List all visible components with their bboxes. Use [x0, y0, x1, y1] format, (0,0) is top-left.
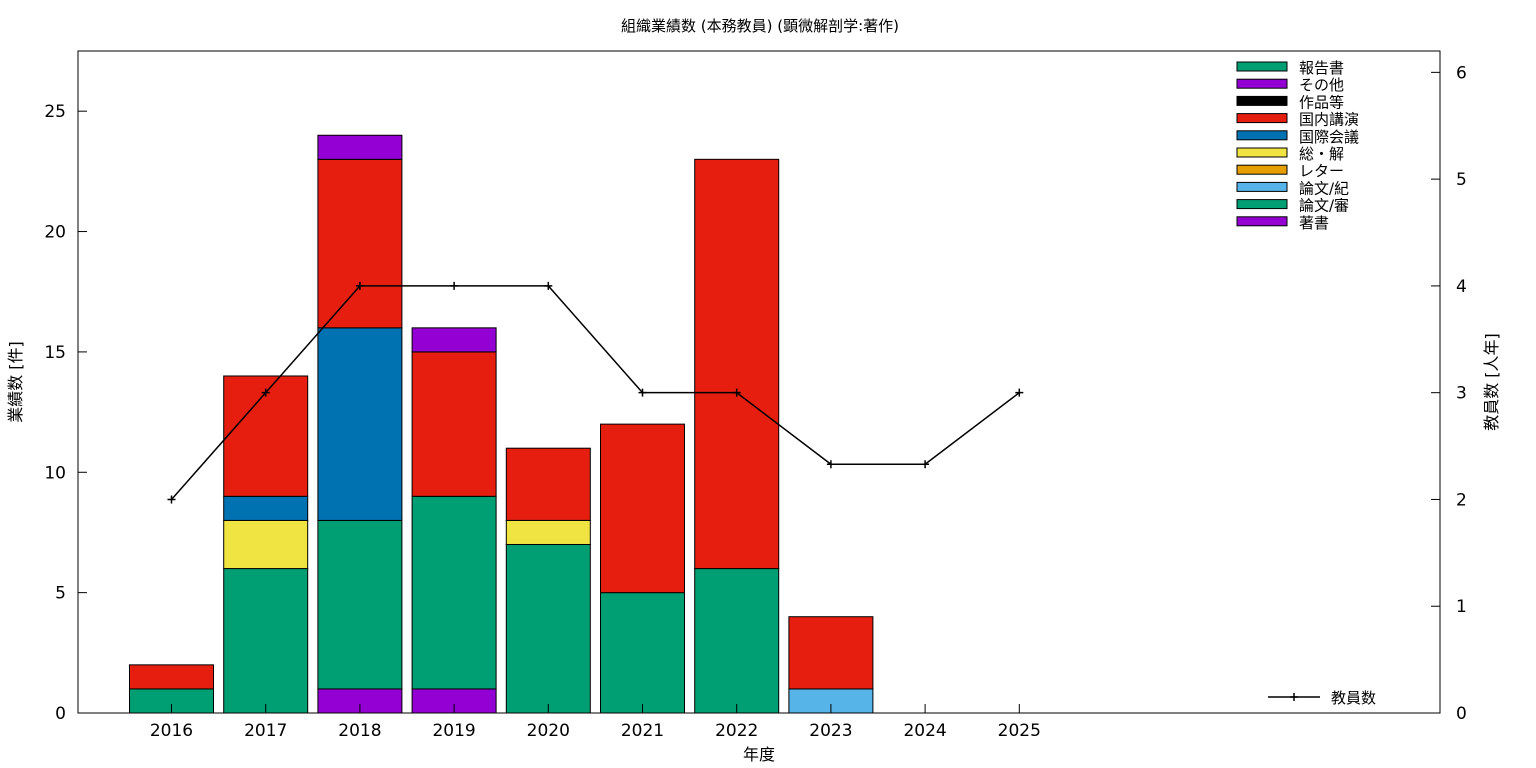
- bar-segment: [505, 519, 591, 545]
- y2-tick-label: 4: [1456, 277, 1467, 297]
- legend-label: 著書: [1299, 214, 1329, 232]
- line-point: [921, 460, 930, 469]
- line-point: [167, 495, 176, 504]
- x-tick-label: 2021: [621, 721, 664, 741]
- y2-tick-label: 0: [1456, 704, 1467, 724]
- x-tick-label: 2016: [150, 721, 193, 741]
- y2-tick-label: 2: [1456, 490, 1467, 510]
- x-tick-label: 2022: [715, 721, 758, 741]
- bars-layer: [129, 134, 874, 714]
- bar-segment: [411, 351, 497, 497]
- legend-label: その他: [1299, 76, 1344, 94]
- y-tick-label: 20: [44, 223, 66, 243]
- chart-title: 組織業績数 (本務教員) (顕微解剖学:著作): [621, 17, 899, 35]
- line-point: [1015, 388, 1024, 397]
- line-point: [638, 388, 647, 397]
- x-tick-label: 2023: [809, 721, 852, 741]
- bar-segment: [411, 495, 497, 690]
- legend-swatch: [1236, 164, 1288, 175]
- line-point: [450, 281, 459, 290]
- legend-swatch: [1236, 130, 1288, 141]
- y-tick-label: 25: [44, 102, 66, 122]
- legend-label: レター: [1299, 162, 1344, 180]
- legend-label: 国内講演: [1299, 111, 1359, 129]
- legend-swatch: [1236, 113, 1288, 124]
- x-axis-label: 年度: [743, 745, 775, 764]
- bar-segment: [411, 327, 497, 353]
- legend-label: 作品等: [1299, 93, 1344, 111]
- legend-swatch: [1236, 216, 1288, 227]
- legend-swatch: [1236, 199, 1288, 210]
- bar-segment: [600, 592, 685, 714]
- x-tick-label: 2020: [527, 721, 570, 741]
- legend-label: 論文/紀: [1299, 179, 1349, 197]
- bar-segment: [505, 543, 591, 714]
- bar-segment: [223, 495, 309, 521]
- legend-line-marker: [1290, 693, 1298, 701]
- y2-axis-label: 教員数 [人年]: [1482, 333, 1501, 431]
- bar-segment: [317, 519, 403, 690]
- bar-segment: [317, 134, 403, 160]
- plot-frame: [77, 50, 1441, 714]
- legend-line-label: 教員数: [1331, 689, 1376, 707]
- legend-swatch: [1236, 95, 1288, 106]
- bar-segment: [788, 616, 874, 690]
- line-series-path: [170, 285, 1020, 500]
- line-point: [261, 388, 270, 397]
- bar-segment: [223, 568, 309, 714]
- legend-label: 報告書: [1299, 59, 1344, 77]
- legend-swatch: [1236, 78, 1288, 89]
- bar-segment: [600, 423, 685, 594]
- legend-label: 総・解: [1299, 145, 1344, 163]
- line-point: [355, 281, 364, 290]
- legend-label: 論文/審: [1299, 197, 1349, 215]
- bar-segment: [223, 519, 309, 570]
- y-tick-label: 15: [44, 343, 66, 363]
- x-tick-label: 2025: [998, 721, 1041, 741]
- y-axis-label: 業績数 [件]: [6, 341, 25, 423]
- line-point: [732, 388, 741, 397]
- bar-segment: [694, 568, 780, 714]
- bar-segment: [317, 327, 403, 521]
- x-tick-label: 2018: [338, 721, 381, 741]
- legend-label: 国際会議: [1299, 128, 1359, 146]
- y-tick-label: 0: [55, 704, 66, 724]
- y2-tick-label: 6: [1456, 63, 1467, 83]
- legend-swatch: [1236, 181, 1288, 192]
- y-tick-label: 5: [55, 584, 66, 604]
- bar-segment: [694, 158, 780, 570]
- bar-segment: [505, 447, 591, 521]
- bar-segment: [129, 664, 214, 690]
- bar-segment: [223, 375, 309, 497]
- y-tick-label: 10: [44, 463, 66, 483]
- y2-tick-label: 3: [1456, 384, 1467, 404]
- x-tick-label: 2017: [244, 721, 287, 741]
- line-point: [544, 281, 553, 290]
- y2-tick-label: 5: [1456, 170, 1467, 190]
- y2-tick-label: 1: [1456, 597, 1467, 617]
- line-point: [826, 460, 835, 469]
- x-tick-label: 2024: [903, 721, 946, 741]
- x-tick-label: 2019: [432, 721, 475, 741]
- legend-swatch: [1236, 61, 1288, 72]
- legend-swatch: [1236, 147, 1288, 158]
- line-layer: [167, 281, 1024, 504]
- bar-segment: [317, 158, 403, 329]
